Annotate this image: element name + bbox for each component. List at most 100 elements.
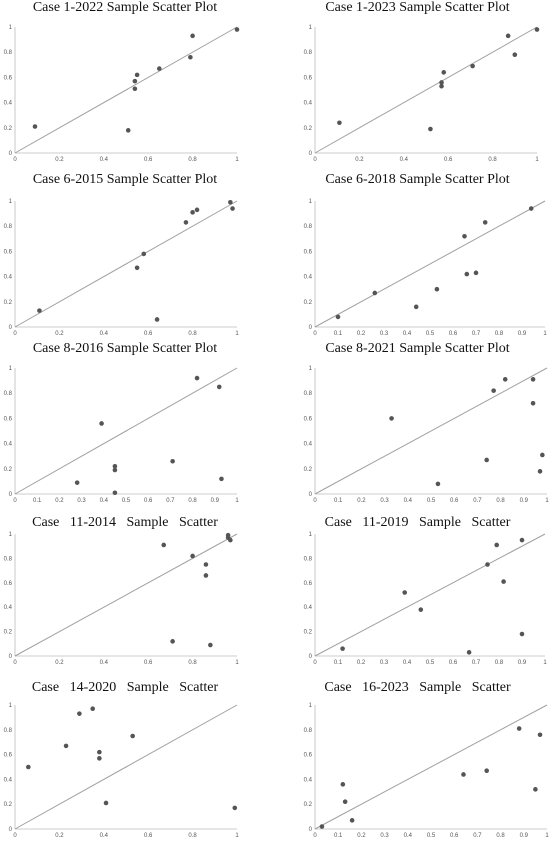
- x-tick-label: 0.5: [427, 833, 436, 839]
- x-tick-label: 0.9: [211, 498, 220, 504]
- x-tick-label: 0: [313, 331, 317, 337]
- reference-line: [14, 704, 238, 830]
- y-tick-label: 0.2: [304, 802, 313, 808]
- scatter-chart-9: Case 14-2020 Sample Scatter 0 0.2 0.4 0.6 0.8…: [0, 680, 250, 845]
- y-tick-label: 0: [9, 151, 13, 157]
- data-point: [183, 220, 189, 225]
- x-tick-label: 0.4: [100, 157, 109, 163]
- chart-canvas: 0 0.2 0.4 0.6 0.8 1 0 0.2 0.4 0.6 0.8 1: [4, 25, 240, 163]
- y-tick-label: 0.2: [304, 630, 313, 636]
- data-point: [528, 206, 534, 211]
- y-tick-label: 0.6: [304, 75, 313, 81]
- x-tick-label: 0.6: [144, 833, 153, 839]
- chart-title: Case 8-2016 Sample Scatter Plot: [32, 341, 218, 356]
- data-point: [134, 72, 140, 78]
- y-tick-label: 1: [9, 703, 13, 709]
- data-point: [208, 642, 213, 648]
- reference-line: [14, 26, 238, 154]
- y-tick-label: 0.2: [4, 467, 13, 473]
- y-tick-label: 0.6: [304, 753, 313, 759]
- data-point: [230, 206, 235, 211]
- data-point: [125, 128, 131, 133]
- x-tick-label: 1: [545, 498, 549, 504]
- data-point: [537, 732, 543, 738]
- x-tick-label: 0.4: [100, 833, 109, 839]
- data-point: [219, 476, 224, 482]
- data-point: [112, 467, 118, 473]
- y-tick-label: 0: [309, 492, 313, 498]
- y-tick-label: 0.4: [4, 275, 13, 281]
- y-tick-label: 0: [309, 827, 313, 833]
- x-tick-label: 0.2: [55, 660, 64, 666]
- y-tick-label: 0.2: [304, 300, 313, 306]
- y-tick-label: 0.4: [4, 101, 13, 107]
- data-point: [441, 70, 447, 75]
- x-tick-label: 0: [13, 660, 17, 666]
- data-point: [485, 562, 490, 567]
- data-point: [203, 573, 209, 578]
- x-tick-label: 0.9: [520, 833, 529, 839]
- data-point: [132, 78, 138, 84]
- x-tick-label: 0.7: [166, 498, 175, 504]
- y-tick-label: 0.4: [4, 777, 13, 783]
- y-tick-label: 0.6: [304, 416, 313, 422]
- y-tick-label: 0.4: [304, 275, 313, 281]
- data-point: [501, 579, 506, 584]
- data-point: [484, 768, 489, 774]
- chart-canvas: 0 0.2 0.4 0.6 0.8 1 0 0.1 0.2 0.3 0.4 0.5 0.6 0.7 0.8 0…: [304, 199, 548, 337]
- reference-line: [14, 533, 238, 657]
- data-point: [413, 304, 419, 310]
- data-point: [112, 490, 118, 496]
- chart-canvas: 0 0.2 0.4 0.6 0.8 1 0 0.2 0.4 0.6 0.8 1: [4, 703, 240, 839]
- data-point: [103, 800, 109, 806]
- scatter-chart-3: Case 6-2015 Sample Scatter Plot 0 0.2 0.4 0.…: [0, 172, 250, 337]
- scatter-chart-10: Case 16-2023 Sample Scatter 0 0.2 0.4 0.6 0.8…: [285, 680, 550, 845]
- data-point: [342, 799, 348, 805]
- x-tick-label: 0.1: [33, 498, 42, 504]
- x-tick-label: 0.1: [334, 331, 343, 337]
- y-tick-label: 0: [309, 654, 313, 660]
- data-point: [77, 711, 82, 716]
- data-point: [484, 457, 489, 463]
- y-tick-label: 0: [309, 151, 313, 157]
- y-tick-label: 0: [309, 325, 313, 331]
- y-tick-label: 0: [9, 492, 13, 498]
- reference-line: [314, 26, 538, 154]
- y-tick-label: 0.2: [304, 467, 313, 473]
- data-point: [502, 377, 508, 382]
- x-tick-label: 0.2: [55, 331, 64, 337]
- data-point: [439, 80, 444, 85]
- data-point: [533, 787, 538, 792]
- x-tick-label: 0.4: [403, 660, 412, 666]
- chart-canvas: 0 0.2 0.4 0.6 0.8 1 0 0.2 0.4 0.6 0.8 1: [4, 532, 240, 666]
- y-tick-label: 0.2: [4, 126, 13, 132]
- y-tick-label: 0.4: [304, 777, 313, 783]
- data-point: [470, 63, 475, 69]
- data-point: [540, 452, 545, 458]
- x-tick-label: 0: [313, 833, 317, 839]
- y-tick-label: 1: [309, 532, 313, 538]
- x-tick-label: 0.4: [100, 498, 109, 504]
- x-tick-label: 0: [13, 833, 17, 839]
- x-tick-label: 0.4: [100, 660, 109, 666]
- y-tick-label: 0: [9, 827, 13, 833]
- data-point: [402, 590, 407, 595]
- x-tick-label: 0.4: [404, 498, 413, 504]
- x-tick-label: 0.7: [473, 498, 482, 504]
- x-tick-label: 1: [545, 833, 549, 839]
- x-tick-label: 0.7: [473, 833, 482, 839]
- y-tick-label: 0.6: [4, 416, 13, 422]
- y-tick-label: 0.6: [4, 581, 13, 587]
- x-tick-label: 0.8: [488, 157, 497, 163]
- x-tick-label: 0.2: [357, 660, 366, 666]
- data-point: [90, 706, 95, 712]
- data-point: [141, 251, 147, 257]
- data-point: [461, 772, 466, 777]
- x-tick-label: 0.2: [55, 157, 64, 163]
- data-point: [232, 805, 238, 811]
- x-tick-label: 0.7: [472, 660, 481, 666]
- data-point: [157, 66, 162, 71]
- data-point: [434, 286, 440, 292]
- x-tick-label: 0.6: [144, 498, 153, 504]
- y-tick-label: 1: [9, 25, 13, 31]
